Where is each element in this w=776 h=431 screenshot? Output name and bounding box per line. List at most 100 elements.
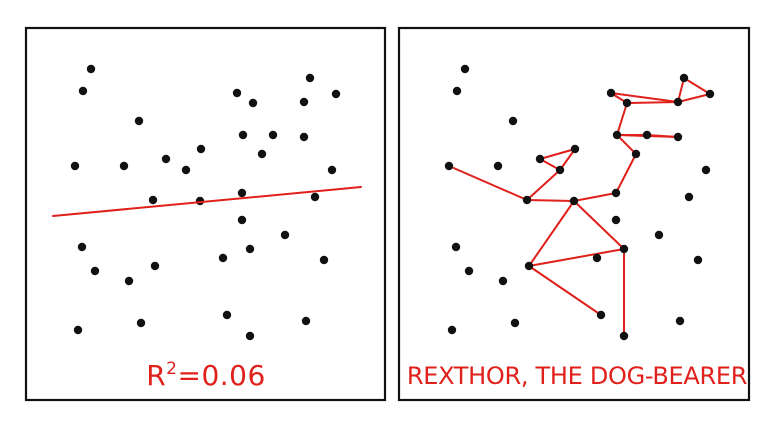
r-squared-value: =0.06 (177, 359, 265, 392)
constellation-segment (526, 169, 561, 201)
left-scatter-point (280, 230, 290, 240)
left-scatter-point (73, 325, 83, 335)
right-scatter-point (452, 86, 462, 96)
right-scatter-point (611, 188, 621, 198)
constellation-segment (616, 134, 637, 155)
right-scatter-point (498, 276, 508, 286)
left-scatter-point (77, 242, 87, 252)
right-scatter-points (444, 64, 715, 341)
constellation-segment (528, 265, 602, 316)
right-scatter-point (612, 130, 622, 140)
constellation-segment (528, 248, 625, 267)
right-scatter-point (679, 73, 689, 83)
left-scatter-point (161, 154, 171, 164)
left-scatter-point (78, 86, 88, 96)
right-scatter-point (673, 97, 683, 107)
constellation-segment (528, 200, 575, 267)
left-scatter-point (134, 116, 144, 126)
right-scatter-point (619, 331, 629, 341)
constellation-segment (615, 153, 637, 194)
right-scatter-point (611, 215, 621, 225)
constellation-segment (616, 102, 628, 136)
left-scatter-point (245, 244, 255, 254)
left-scatter-point (301, 316, 311, 326)
left-scatter-point (237, 188, 247, 198)
right-scatter-point (444, 161, 454, 171)
left-scatter-point (319, 255, 329, 265)
left-scatter-point (268, 130, 278, 140)
regression-line (52, 186, 362, 217)
left-scatter-point (237, 215, 247, 225)
constellation-segment (559, 148, 576, 171)
left-scatter-point (218, 253, 228, 263)
right-scatter-point (705, 89, 715, 99)
right-scatter-point (451, 242, 461, 252)
left-scatter-point (148, 195, 158, 205)
right-scatter-point (510, 318, 520, 328)
constellation-segment (526, 199, 575, 202)
right-scatter-point (701, 165, 711, 175)
left-scatter-point (245, 331, 255, 341)
constellation-segment (573, 192, 617, 202)
left-scatter-point (331, 89, 341, 99)
right-scatter-point (631, 149, 641, 159)
right-scatter-point (555, 165, 565, 175)
right-scatter-point (673, 132, 683, 142)
r-squared-caption: R2=0.06 (146, 359, 266, 392)
right-scatter-point (619, 244, 629, 254)
right-scatter-point (447, 325, 457, 335)
left-scatter-point (248, 98, 258, 108)
left-scatter-point (299, 132, 309, 142)
right-scatter-point (508, 116, 518, 126)
left-scatter-point (90, 266, 100, 276)
left-scatter-point (136, 318, 146, 328)
right-scatter-point (596, 310, 606, 320)
left-scatter-point (310, 192, 320, 202)
right-scatter-point (592, 253, 602, 263)
right-scatter-point (684, 192, 694, 202)
constellation-segment (683, 77, 711, 95)
left-scatter-point (222, 310, 232, 320)
right-scatter-point (522, 195, 532, 205)
constellation-segment (573, 200, 625, 250)
right-scatter-point (570, 144, 580, 154)
left-scatter-point (70, 161, 80, 171)
left-scatter-point (238, 130, 248, 140)
left-scatter-point (305, 73, 315, 83)
right-scatter-point (493, 161, 503, 171)
left-panel: R2=0.06 (24, 26, 387, 402)
constellation-lines (448, 77, 711, 337)
right-panel: REXTHOR, THE DOG-BEARER (397, 26, 751, 402)
right-scatter-point (654, 230, 664, 240)
right-scatter-point (622, 98, 632, 108)
right-scatter-point (642, 130, 652, 140)
constellation-caption: REXTHOR, THE DOG-BEARER (407, 362, 747, 390)
constellation-segment (677, 93, 711, 103)
right-scatter-point (460, 64, 470, 74)
left-scatter-point (232, 88, 242, 98)
left-scatter-point (327, 165, 337, 175)
left-panel-frame (24, 26, 387, 402)
left-scatter-point (196, 144, 206, 154)
r-squared-main: R (146, 359, 166, 392)
left-scatter-point (124, 276, 134, 286)
left-scatter-point (181, 165, 191, 175)
right-scatter-point (693, 255, 703, 265)
constellation-segment (448, 165, 528, 201)
right-scatter-point (524, 261, 534, 271)
left-scatter-point (150, 261, 160, 271)
left-scatter-point (299, 97, 309, 107)
constellation-segment (626, 101, 679, 104)
left-scatter-point (257, 149, 267, 159)
constellation-segment (539, 148, 576, 160)
right-panel-frame (397, 26, 751, 402)
left-scatter-point (119, 161, 129, 171)
left-scatter-points (70, 64, 341, 341)
constellation-segment (610, 92, 679, 103)
left-scatter-point (86, 64, 96, 74)
right-scatter-point (675, 316, 685, 326)
right-scatter-point (464, 266, 474, 276)
right-scatter-point (569, 196, 579, 206)
r-squared-superscript: 2 (166, 359, 177, 379)
